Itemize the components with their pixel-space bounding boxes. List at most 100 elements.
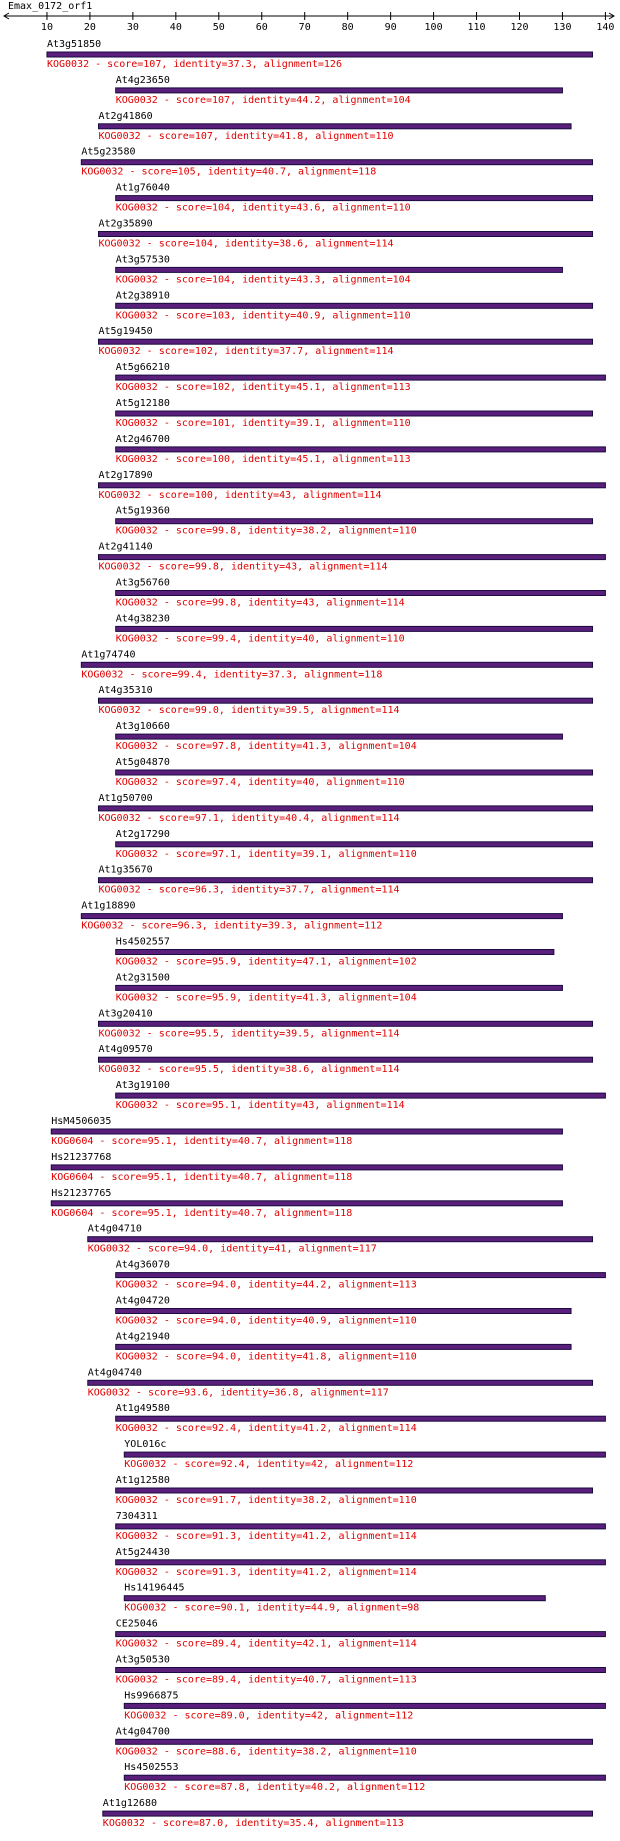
hit-label: KOG0032 - score=97.1, identity=40.4, ali… xyxy=(99,813,400,824)
hit-label: KOG0032 - score=94.0, identity=41, align… xyxy=(88,1244,377,1255)
hit-name: At2g17290 xyxy=(116,829,170,840)
hit-label: KOG0032 - score=97.1, identity=39.1, ali… xyxy=(116,849,417,860)
alignment-bar xyxy=(98,123,572,130)
x-tick-label: 20 xyxy=(84,22,96,33)
hit-name: 7304311 xyxy=(116,1511,158,1522)
alignment-bar xyxy=(50,1200,563,1207)
hit-label: KOG0032 - score=99.8, identity=43, align… xyxy=(116,598,405,609)
hit-label: KOG0032 - score=99.8, identity=43, align… xyxy=(99,562,388,573)
hit-name: At1g74740 xyxy=(81,649,135,660)
hit-label: KOG0604 - score=95.1, identity=40.7, ali… xyxy=(51,1172,352,1183)
hit-name: At5g23580 xyxy=(81,147,135,158)
hit-name: At3g56760 xyxy=(116,578,170,589)
hit-name: At1g18890 xyxy=(81,901,135,912)
alignment-bar xyxy=(115,1487,594,1494)
hit-name: At2g41860 xyxy=(99,111,153,122)
hit-name: At5g04870 xyxy=(116,757,170,768)
hit-label: KOG0032 - score=95.5, identity=39.5, ali… xyxy=(99,1028,400,1039)
alignment-bar xyxy=(98,231,594,237)
alignment-bar xyxy=(87,1379,594,1386)
hit-name: At4g04710 xyxy=(88,1224,142,1235)
hit-label: KOG0032 - score=97.4, identity=40, align… xyxy=(116,777,405,788)
hit-name: At1g76040 xyxy=(116,183,170,194)
alignment-bar xyxy=(98,1056,594,1063)
alignment-bar xyxy=(115,1559,606,1566)
x-tick-label: 100 xyxy=(425,22,443,33)
hit-label: KOG0604 - score=95.1, identity=40.7, ali… xyxy=(51,1136,352,1147)
hit-label: KOG0032 - score=95.1, identity=43, align… xyxy=(116,1100,405,1111)
hit-name: At2g35890 xyxy=(99,219,153,230)
hit-name: At1g49580 xyxy=(116,1403,170,1414)
alignment-bar xyxy=(98,554,606,561)
hit-label: KOG0032 - score=95.9, identity=47.1, ali… xyxy=(116,957,417,968)
x-tick-label: 70 xyxy=(299,22,311,33)
hit-name: At4g04720 xyxy=(116,1296,170,1307)
alignment-bar xyxy=(123,1774,606,1781)
hit-label: KOG0032 - score=102, identity=45.1, alig… xyxy=(116,382,411,393)
hit-label: KOG0032 - score=87.0, identity=35.4, ali… xyxy=(103,1818,404,1829)
hit-label: KOG0032 - score=91.7, identity=38.2, ali… xyxy=(116,1495,417,1506)
alignment-bar xyxy=(115,518,594,525)
hit-name: YOL016c xyxy=(124,1439,166,1450)
alignment-bar xyxy=(46,51,594,58)
alignment-bar xyxy=(115,769,594,776)
hit-name: At2g17890 xyxy=(99,470,153,481)
hit-name: At3g19100 xyxy=(116,1080,170,1091)
chart-title: Emax_0172_orf1 xyxy=(8,1,92,12)
axis-arrow xyxy=(608,12,615,20)
hit-name: Hs14196445 xyxy=(124,1583,184,1594)
alignment-bar xyxy=(115,1343,572,1350)
hit-name: Hs21237768 xyxy=(51,1152,111,1163)
alignment-bar xyxy=(98,697,594,704)
alignment-bar xyxy=(115,374,606,381)
hit-label: KOG0032 - score=92.4, identity=41.2, ali… xyxy=(116,1423,417,1434)
hit-name: At4g38230 xyxy=(116,613,170,624)
hit-name: CE25046 xyxy=(116,1619,158,1630)
hit-label: KOG0032 - score=99.4, identity=37.3, ali… xyxy=(81,669,382,680)
hit-name: At5g24430 xyxy=(116,1547,170,1558)
alignment-bar xyxy=(102,1810,594,1817)
hit-label: KOG0032 - score=96.3, identity=37.7, ali… xyxy=(99,885,400,896)
hit-label: KOG0032 - score=107, identity=44.2, alig… xyxy=(116,95,411,106)
x-tick-label: 130 xyxy=(553,22,571,33)
hit-label: KOG0032 - score=93.6, identity=36.8, ali… xyxy=(88,1387,389,1398)
alignment-bar xyxy=(123,1702,606,1709)
hit-label: KOG0032 - score=103, identity=40.9, alig… xyxy=(116,310,411,321)
hit-label: KOG0032 - score=99.8, identity=38.2, ali… xyxy=(116,526,417,537)
hit-label: KOG0032 - score=95.9, identity=41.3, ali… xyxy=(116,992,417,1003)
hit-name: At5g66210 xyxy=(116,362,170,373)
hit-label: KOG0032 - score=107, identity=37.3, alig… xyxy=(47,59,342,70)
hit-label: KOG0032 - score=87.8, identity=40.2, ali… xyxy=(124,1782,425,1793)
hit-name: At2g31500 xyxy=(116,972,170,983)
hit-name: At4g36070 xyxy=(116,1260,170,1271)
hit-name: At1g50700 xyxy=(99,793,153,804)
x-tick-label: 80 xyxy=(342,22,354,33)
axis-arrow xyxy=(3,12,10,20)
hit-label: KOG0032 - score=104, identity=43.3, alig… xyxy=(116,274,411,285)
hit-name: Hs21237765 xyxy=(51,1188,111,1199)
hit-name: At3g51850 xyxy=(47,39,101,50)
alignment-bar xyxy=(115,1667,606,1673)
hit-name: At2g41140 xyxy=(99,542,153,553)
alignment-bar xyxy=(98,482,606,489)
hit-name: HsM4506035 xyxy=(51,1116,111,1127)
alignment-bar xyxy=(115,1523,606,1530)
hit-label: KOG0032 - score=94.0, identity=41.8, ali… xyxy=(116,1351,417,1362)
hit-name: At3g50530 xyxy=(116,1655,170,1666)
alignment-bar xyxy=(115,1092,606,1099)
x-tick-label: 30 xyxy=(127,22,139,33)
hit-label: KOG0032 - score=91.3, identity=41.2, ali… xyxy=(116,1531,417,1542)
hit-name: At2g46700 xyxy=(116,434,170,445)
alignment-bar xyxy=(98,877,594,884)
hit-name: Hs4502557 xyxy=(116,937,170,948)
hit-name: At4g23650 xyxy=(116,75,170,86)
hit-name: At3g10660 xyxy=(116,721,170,732)
alignment-bar xyxy=(115,195,594,202)
hit-label: KOG0032 - score=94.0, identity=40.9, ali… xyxy=(116,1316,417,1327)
hit-label: KOG0032 - score=97.8, identity=41.3, ali… xyxy=(116,741,417,752)
hit-name: At4g09570 xyxy=(99,1044,153,1055)
alignment-bar xyxy=(80,661,594,668)
hit-name: At5g12180 xyxy=(116,398,170,409)
alignment-bar xyxy=(115,1631,606,1638)
hit-label: KOG0032 - score=105, identity=40.7, alig… xyxy=(81,167,376,178)
